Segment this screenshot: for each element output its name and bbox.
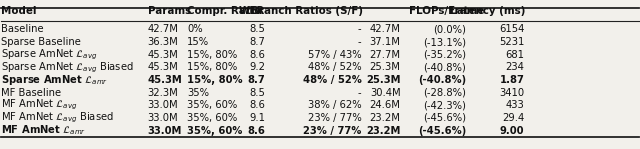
Text: 8.7: 8.7 (247, 75, 265, 85)
Text: 23% / 77%: 23% / 77% (303, 126, 362, 136)
Text: 234: 234 (506, 62, 524, 72)
Text: Branch Ratios (S/F): Branch Ratios (S/F) (252, 6, 364, 16)
Text: -: - (358, 37, 362, 47)
Text: (-13.1%): (-13.1%) (423, 37, 467, 47)
Text: 8.6: 8.6 (249, 50, 265, 60)
Text: Params: Params (148, 6, 191, 16)
Text: 38% / 62%: 38% / 62% (308, 100, 362, 110)
Text: 33.0M: 33.0M (148, 126, 182, 136)
Text: 32.3M: 32.3M (148, 88, 179, 98)
Text: -: - (358, 88, 362, 98)
Text: 29.4: 29.4 (502, 113, 524, 123)
Text: 5231: 5231 (499, 37, 524, 47)
Text: 48% / 52%: 48% / 52% (303, 75, 362, 85)
Text: 36.3M: 36.3M (148, 37, 179, 47)
Text: 57% / 43%: 57% / 43% (308, 50, 362, 60)
Text: 25.3M: 25.3M (369, 62, 401, 72)
Text: 9.1: 9.1 (249, 113, 265, 123)
Text: (-45.6%): (-45.6%) (423, 113, 467, 123)
Text: 48% / 52%: 48% / 52% (308, 62, 362, 72)
Text: MF AmNet $\mathcal{L}_{amr}$: MF AmNet $\mathcal{L}_{amr}$ (1, 124, 86, 138)
Text: 0%: 0% (187, 24, 203, 34)
Text: 15%: 15% (187, 37, 209, 47)
Text: Baseline: Baseline (1, 24, 44, 34)
Text: 45.3M: 45.3M (148, 62, 179, 72)
Text: Sparse AmNet $\mathcal{L}_{avg}$ Biased: Sparse AmNet $\mathcal{L}_{avg}$ Biased (1, 60, 134, 74)
Text: 33.0M: 33.0M (148, 113, 178, 123)
Text: 25.3M: 25.3M (366, 75, 401, 85)
Text: (-45.6%): (-45.6%) (418, 126, 467, 136)
Text: 30.4M: 30.4M (370, 88, 401, 98)
Text: 42.7M: 42.7M (148, 24, 179, 34)
Text: 8.5: 8.5 (249, 24, 265, 34)
Text: 35%: 35% (187, 88, 209, 98)
Text: 42.7M: 42.7M (369, 24, 401, 34)
Text: Sparse AmNet $\mathcal{L}_{avg}$: Sparse AmNet $\mathcal{L}_{avg}$ (1, 48, 97, 62)
Text: 8.6: 8.6 (249, 100, 265, 110)
Text: Compr. Ratio: Compr. Ratio (187, 6, 262, 16)
Text: Model: Model (1, 6, 36, 16)
Text: FLOPs/Frame: FLOPs/Frame (409, 6, 484, 16)
Text: (-28.8%): (-28.8%) (424, 88, 467, 98)
Text: 6154: 6154 (499, 24, 524, 34)
Text: 33.0M: 33.0M (148, 100, 178, 110)
Text: 9.00: 9.00 (500, 126, 524, 136)
Text: 37.1M: 37.1M (369, 37, 401, 47)
Text: 1.87: 1.87 (499, 75, 524, 85)
Text: Sparse AmNet $\mathcal{L}_{amr}$: Sparse AmNet $\mathcal{L}_{amr}$ (1, 73, 108, 87)
Text: WER: WER (238, 6, 264, 16)
Text: 27.7M: 27.7M (369, 50, 401, 60)
Text: (0.0%): (0.0%) (433, 24, 467, 34)
Text: MF Baseline: MF Baseline (1, 88, 61, 98)
Text: 8.6: 8.6 (247, 126, 265, 136)
Text: 433: 433 (506, 100, 524, 110)
Text: -: - (358, 24, 362, 34)
Text: 8.5: 8.5 (249, 88, 265, 98)
Text: 8.7: 8.7 (249, 37, 265, 47)
Text: 24.6M: 24.6M (369, 100, 401, 110)
Text: Sparse Baseline: Sparse Baseline (1, 37, 81, 47)
Text: MF AmNet $\mathcal{L}_{avg}$: MF AmNet $\mathcal{L}_{avg}$ (1, 98, 77, 112)
Text: 23.2M: 23.2M (366, 126, 401, 136)
Text: Latency (ms): Latency (ms) (451, 6, 525, 16)
Text: 15%, 80%: 15%, 80% (187, 62, 237, 72)
Text: MF AmNet $\mathcal{L}_{avg}$ Biased: MF AmNet $\mathcal{L}_{avg}$ Biased (1, 111, 113, 125)
Text: (-40.8%): (-40.8%) (424, 62, 467, 72)
Text: 23.2M: 23.2M (369, 113, 401, 123)
Text: 45.3M: 45.3M (148, 75, 182, 85)
Text: 15%, 80%: 15%, 80% (187, 75, 243, 85)
Text: 45.3M: 45.3M (148, 50, 179, 60)
Text: 35%, 60%: 35%, 60% (187, 113, 237, 123)
Text: (-42.3%): (-42.3%) (424, 100, 467, 110)
Text: 35%, 60%: 35%, 60% (187, 100, 237, 110)
Text: 3410: 3410 (499, 88, 524, 98)
Text: 681: 681 (506, 50, 524, 60)
Text: (-40.8%): (-40.8%) (418, 75, 467, 85)
Text: 15%, 80%: 15%, 80% (187, 50, 237, 60)
Text: 9.2: 9.2 (249, 62, 265, 72)
Text: (-35.2%): (-35.2%) (423, 50, 467, 60)
Text: 35%, 60%: 35%, 60% (187, 126, 243, 136)
Text: 23% / 77%: 23% / 77% (308, 113, 362, 123)
